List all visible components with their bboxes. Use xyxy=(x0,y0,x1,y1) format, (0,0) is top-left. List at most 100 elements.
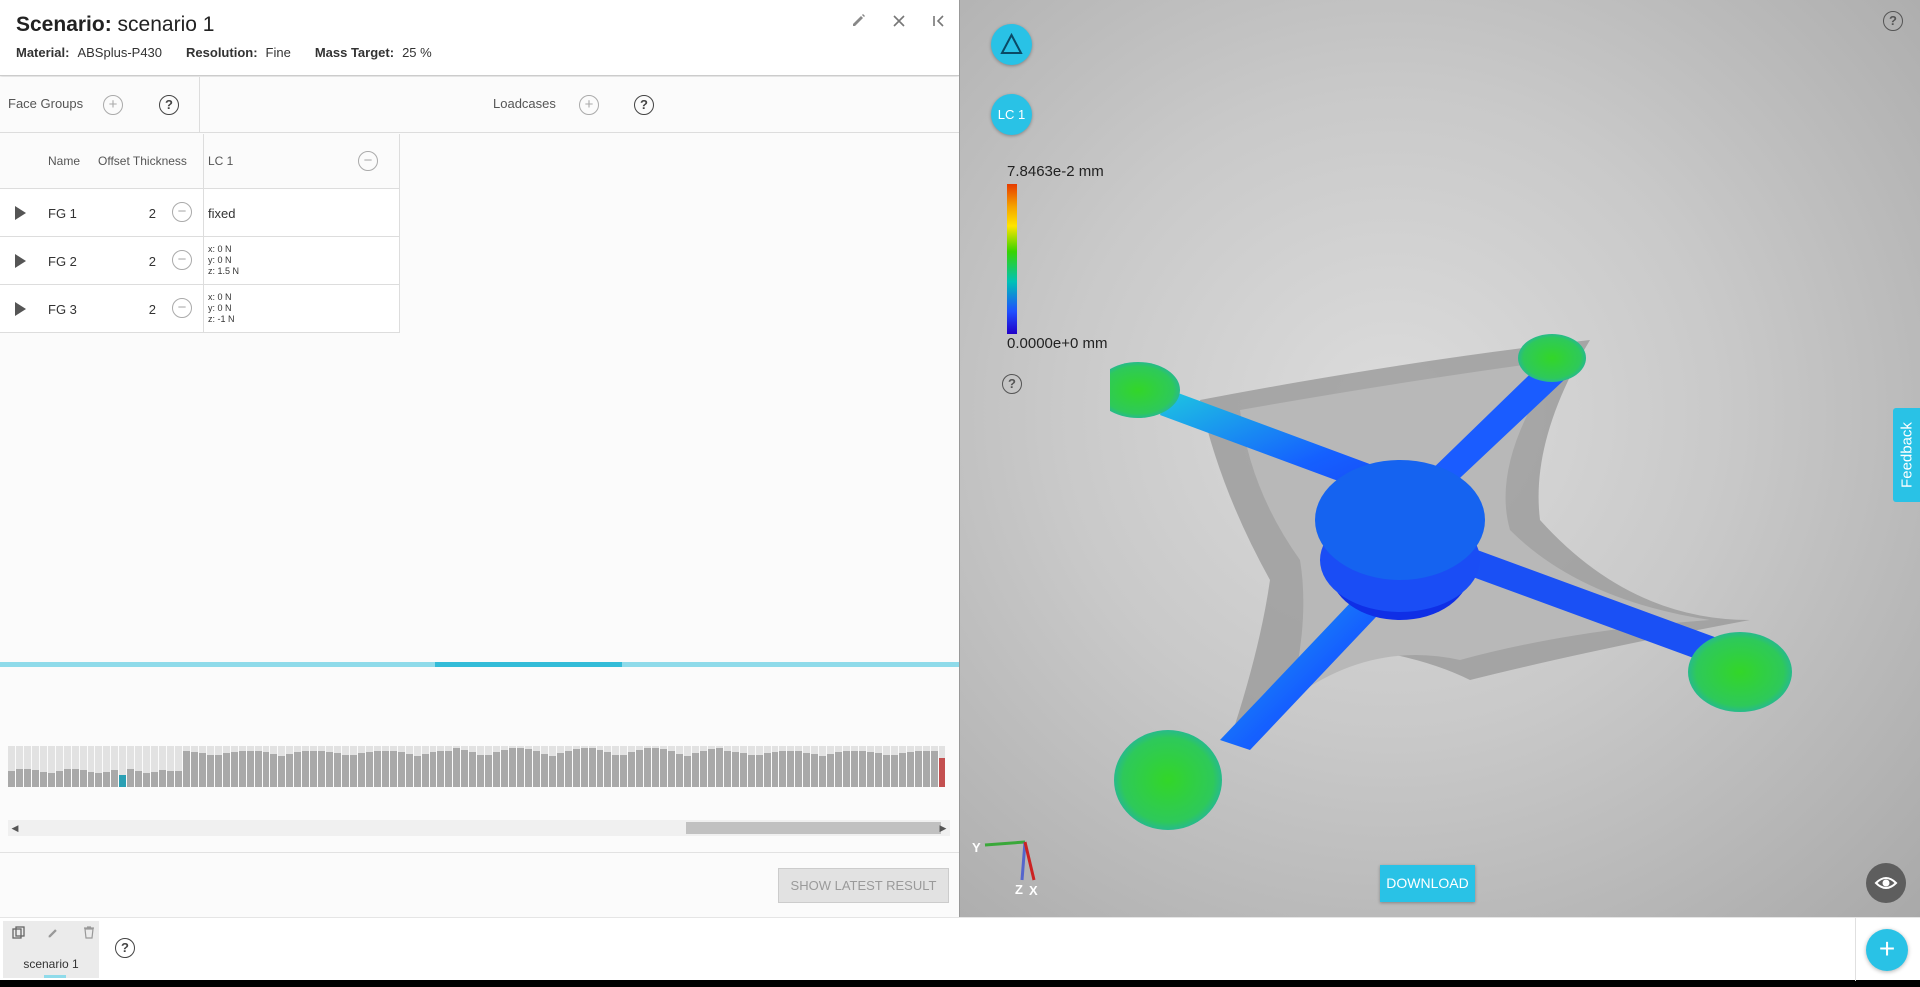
histogram-bar[interactable] xyxy=(286,746,294,787)
histogram-bar[interactable] xyxy=(739,746,747,787)
histogram-bar[interactable] xyxy=(922,746,930,787)
lc-1-button[interactable]: LC 1 xyxy=(991,94,1032,135)
histogram-bar[interactable] xyxy=(334,746,342,787)
histogram-bar[interactable] xyxy=(357,746,365,787)
histogram-bar[interactable] xyxy=(15,746,23,787)
histogram-bar[interactable] xyxy=(596,746,604,787)
scenarios-help-icon[interactable]: ? xyxy=(115,938,135,958)
scenario-tab[interactable]: scenario 1 xyxy=(3,921,99,978)
feedback-tab[interactable]: Feedback xyxy=(1893,408,1920,502)
offset-thickness-value[interactable]: 2 xyxy=(148,254,156,269)
add-scenario-button[interactable]: + xyxy=(1866,929,1908,971)
table-row[interactable]: FG 1 2 − fixed xyxy=(0,189,400,237)
histogram-bar[interactable] xyxy=(819,746,827,787)
histogram-bar[interactable] xyxy=(604,746,612,787)
histogram-bar[interactable] xyxy=(588,746,596,787)
eye-icon[interactable] xyxy=(1866,863,1906,903)
copy-icon[interactable] xyxy=(11,926,27,942)
histogram-bar[interactable] xyxy=(620,746,628,787)
histogram-bar[interactable] xyxy=(493,746,501,787)
histogram-bar[interactable] xyxy=(914,746,922,787)
histogram-bar[interactable] xyxy=(572,746,580,787)
histogram-bar[interactable] xyxy=(517,746,524,787)
histogram-bar[interactable] xyxy=(405,746,413,787)
histogram-bar[interactable] xyxy=(485,746,493,787)
show-latest-result-button[interactable]: SHOW LATEST RESULT xyxy=(778,868,949,903)
pencil-icon[interactable] xyxy=(849,12,869,32)
histogram-bar[interactable] xyxy=(31,746,39,787)
remove-face-group-button[interactable]: − xyxy=(172,250,192,270)
histogram-bar[interactable] xyxy=(103,746,111,787)
histogram-bar[interactable] xyxy=(660,746,668,787)
remove-face-group-button[interactable]: − xyxy=(172,298,192,318)
histogram-bar[interactable] xyxy=(151,746,159,787)
histogram-bar[interactable] xyxy=(771,746,779,787)
histogram-bar[interactable] xyxy=(461,746,469,787)
histogram-bar[interactable] xyxy=(699,746,707,787)
histogram-bar[interactable] xyxy=(890,746,898,787)
histogram-bar[interactable] xyxy=(532,746,540,787)
offset-column-header[interactable]: Offset Thickness xyxy=(98,154,187,168)
histogram-bar[interactable] xyxy=(397,746,405,787)
histogram-bar[interactable] xyxy=(580,746,588,787)
add-loadcase-button[interactable]: + xyxy=(579,95,599,115)
histogram-bar[interactable] xyxy=(501,746,509,787)
histogram-bar[interactable] xyxy=(827,746,835,787)
histogram-bar[interactable] xyxy=(421,746,429,787)
trash-icon[interactable] xyxy=(81,926,97,942)
loadcases-help-icon[interactable]: ? xyxy=(634,95,654,115)
histogram-bar[interactable] xyxy=(453,746,461,787)
histogram-bar[interactable] xyxy=(723,746,731,787)
histogram-bar[interactable] xyxy=(652,746,660,787)
histogram-bar[interactable] xyxy=(206,746,214,787)
histogram-bar[interactable] xyxy=(23,746,31,787)
face-groups-help-icon[interactable]: ? xyxy=(159,95,179,115)
histogram-bar[interactable] xyxy=(524,746,532,787)
histogram-bar[interactable] xyxy=(302,746,310,787)
histogram-bar[interactable] xyxy=(445,746,453,787)
histogram-bar[interactable] xyxy=(182,746,190,787)
iteration-histogram[interactable] xyxy=(8,746,946,787)
histogram-bar[interactable] xyxy=(63,746,71,787)
histogram-bar[interactable] xyxy=(39,746,47,787)
histogram-bar[interactable] xyxy=(731,746,739,787)
close-icon[interactable] xyxy=(889,12,909,32)
viewer-help-icon[interactable]: ? xyxy=(1883,11,1903,31)
histogram-bar[interactable] xyxy=(342,746,349,787)
histogram-bar[interactable] xyxy=(906,746,914,787)
histogram-bar[interactable] xyxy=(540,746,548,787)
histogram-bar[interactable] xyxy=(246,746,254,787)
histogram-bar[interactable] xyxy=(882,746,890,787)
histogram-bar[interactable] xyxy=(349,746,357,787)
histogram-bar[interactable] xyxy=(365,746,373,787)
histogram-bar[interactable] xyxy=(318,746,326,787)
histogram-bar[interactable] xyxy=(874,746,882,787)
expand-row-icon[interactable] xyxy=(15,302,26,316)
histogram-bar[interactable] xyxy=(222,746,230,787)
histogram-bar[interactable] xyxy=(684,746,691,787)
histogram-bar[interactable] xyxy=(95,746,103,787)
histogram-bar[interactable] xyxy=(707,746,715,787)
histogram-bar[interactable] xyxy=(413,746,421,787)
histogram-bar[interactable] xyxy=(294,746,302,787)
histogram-scrollbar[interactable]: ◀ ▶ xyxy=(8,820,950,836)
scroll-thumb[interactable] xyxy=(686,822,941,834)
legend-help-icon[interactable]: ? xyxy=(1002,374,1022,394)
download-button[interactable]: DOWNLOAD xyxy=(1380,865,1475,902)
histogram-bar[interactable] xyxy=(111,746,119,787)
histogram-bar[interactable] xyxy=(811,746,819,787)
histogram-bar[interactable] xyxy=(389,746,397,787)
histogram-bar[interactable] xyxy=(175,746,182,787)
histogram-bar[interactable] xyxy=(898,746,906,787)
histogram-bar[interactable] xyxy=(548,746,556,787)
histogram-bar[interactable] xyxy=(676,746,684,787)
histogram-bar[interactable] xyxy=(564,746,572,787)
histogram-bar[interactable] xyxy=(612,746,620,787)
remove-loadcase-button[interactable]: − xyxy=(358,151,378,171)
histogram-bar[interactable] xyxy=(477,746,485,787)
histogram-bar[interactable] xyxy=(198,746,206,787)
histogram-bar[interactable] xyxy=(668,746,676,787)
